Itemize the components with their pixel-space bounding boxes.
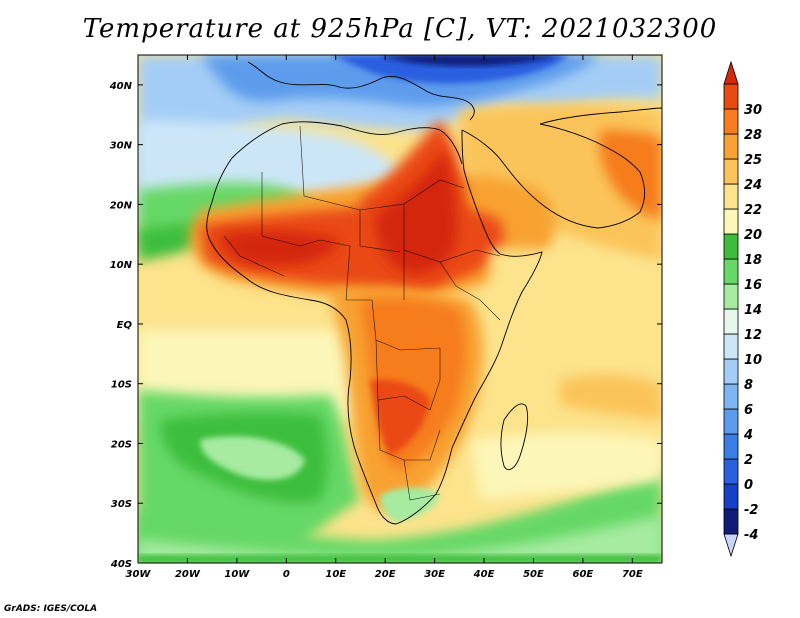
colorbar-min-triangle [723, 533, 739, 558]
colorbar-level-label: 8 [744, 378, 753, 393]
country-borders [223, 125, 501, 501]
lat-tick-label: 10S [111, 380, 132, 391]
lon-tick-label: 70E [622, 569, 643, 580]
map-frame [137, 54, 663, 564]
lon-tick-label: 30E [424, 569, 445, 580]
colorbar-box [723, 383, 739, 410]
lat-tick-label: 40N [109, 81, 133, 92]
lon-tick-label: 10W [224, 569, 250, 580]
colorbar-level-label: 25 [744, 153, 762, 168]
colorbar-level-label: -4 [744, 528, 758, 543]
colorbar-level-label: 2 [744, 453, 753, 468]
lon-tick-label: 30W [126, 569, 152, 580]
colorbar-level-label: -2 [744, 503, 758, 518]
colorbar-box [723, 258, 739, 285]
colorbar-box [723, 358, 739, 385]
colorbar-level-label: 10 [744, 353, 762, 368]
lat-tick-label: 30N [110, 141, 133, 152]
colorbar-level-label: 22 [744, 203, 762, 218]
grads-credit: GrADS: IGES/COLA [4, 604, 98, 614]
colorbar-box [723, 483, 739, 510]
map-title: Temperature at 925hPa [C], VT: 202103230… [82, 14, 718, 44]
colorbar-box [723, 283, 739, 310]
lon-tick-label: 60E [573, 569, 594, 580]
colorbar-max-triangle [723, 60, 739, 85]
colorbar-box [723, 233, 739, 260]
colorbar-box [723, 83, 739, 110]
colorbar-level-label: 16 [744, 278, 762, 293]
colorbar-box [723, 508, 739, 535]
coastlines [206, 61, 662, 525]
lon-tick-label: 50E [523, 569, 544, 580]
lat-tick-label: 20S [111, 439, 132, 450]
lon-tick-label: 0 [283, 569, 290, 580]
colorbar-level-label: 28 [744, 128, 762, 143]
lat-tick-label: 30S [111, 499, 132, 510]
colorbar-box [723, 183, 739, 210]
lat-tick-label: EQ [117, 320, 133, 331]
colorbar-level-label: 24 [744, 178, 762, 193]
colorbar-level-label: 0 [744, 478, 753, 493]
colorbar-level-label: 12 [744, 328, 762, 343]
lat-tick-label: 40S [110, 559, 132, 570]
lon-tick-label: 10E [325, 569, 346, 580]
colorbar-box [723, 208, 739, 235]
colorbar-box [723, 108, 739, 135]
temperature-field [138, 55, 662, 563]
colorbar-box [723, 408, 739, 435]
lon-tick-label: 20W [175, 569, 201, 580]
lon-tick-label: 40E [473, 569, 495, 580]
lat-tick-label: 20N [110, 200, 133, 211]
colorbar-level-label: 6 [744, 403, 753, 418]
lat-tick-label: 10N [110, 260, 133, 271]
colorbar-box [723, 308, 739, 335]
colorbar-level-label: 30 [744, 103, 762, 118]
colorbar-box [723, 133, 739, 160]
colorbar-box [723, 458, 739, 485]
colorbar-box [723, 158, 739, 185]
colorbar-level-label: 18 [744, 253, 762, 268]
lon-tick-label: 20E [375, 569, 396, 580]
colorbar-level-label: 14 [744, 303, 762, 318]
colorbar-box [723, 433, 739, 460]
colorbar-level-label: 20 [744, 228, 762, 243]
colorbar-level-label: 4 [743, 428, 753, 443]
colorbar-box [723, 333, 739, 360]
